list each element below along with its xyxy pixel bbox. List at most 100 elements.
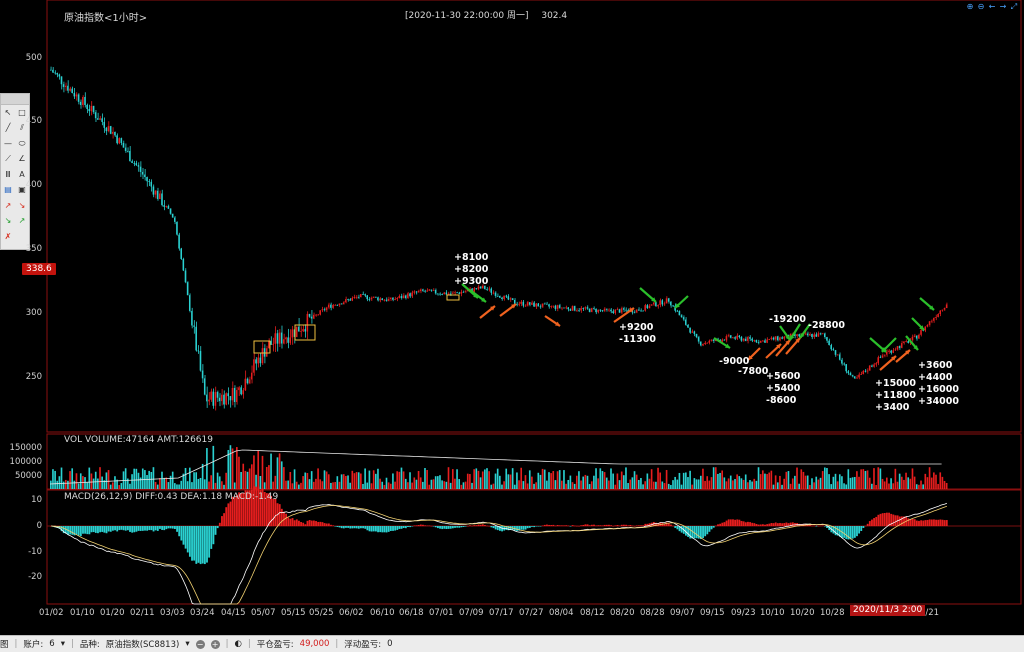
macd-bar	[520, 526, 523, 530]
delete-all-icon[interactable]: ✗	[4, 231, 12, 241]
macd-bar	[355, 526, 358, 529]
macd-bar	[768, 523, 771, 526]
text-tool-icon[interactable]: A	[19, 169, 25, 179]
macd-bar	[575, 525, 578, 527]
fibonacci-icon[interactable]: Ⅲ	[5, 169, 11, 179]
macd-bar	[806, 524, 809, 526]
scroll-right-icon[interactable]: →	[999, 2, 1007, 11]
chart-canvas[interactable]	[0, 0, 1024, 635]
candle-body	[625, 309, 627, 311]
ellipse-icon[interactable]: ⬭	[18, 138, 26, 148]
x-tick-label: 09/07	[670, 608, 695, 618]
chevron-down-icon[interactable]: ▾	[185, 639, 190, 649]
candle-body	[642, 310, 644, 312]
macd-bar	[550, 524, 553, 526]
volume-bar	[159, 477, 161, 489]
volume-bar	[242, 463, 245, 489]
candle-body	[830, 345, 832, 350]
zoom-out-icon[interactable]: ⊖	[977, 2, 985, 11]
green-up-arrow-icon[interactable]: ↗	[18, 216, 26, 226]
candle-body	[920, 330, 922, 335]
macd-bar	[646, 523, 649, 526]
volume-bar	[736, 474, 738, 489]
angle-icon[interactable]: ∠	[18, 154, 26, 164]
volume-bar	[184, 467, 187, 489]
toolbox-header[interactable]	[1, 94, 29, 105]
plus-button[interactable]: +	[210, 639, 220, 649]
line-icon[interactable]: ╱	[5, 123, 11, 133]
red-up-arrow-icon[interactable]: ↗	[4, 200, 12, 210]
minus-button[interactable]: −	[195, 639, 205, 649]
volume-bar	[424, 468, 426, 489]
macd-bar	[362, 526, 364, 529]
red-down-arrow-icon[interactable]: ↘	[18, 200, 26, 210]
parallel-lines-icon[interactable]: ⫽	[20, 123, 24, 133]
restore-icon[interactable]: ⤢	[1010, 2, 1018, 11]
trade-arrow-head	[490, 306, 495, 311]
macd-bar	[712, 526, 715, 528]
macd-bar	[828, 526, 831, 531]
volume-bar	[466, 473, 469, 489]
volume-bar	[79, 473, 82, 489]
macd-bar	[392, 526, 394, 531]
scroll-left-icon[interactable]: ←	[988, 2, 996, 11]
variety-select[interactable]: 原油指数(SC8813)	[105, 640, 180, 650]
rectangle-icon[interactable]: □	[18, 107, 26, 117]
macd-bar	[62, 526, 65, 534]
macd-bar	[137, 526, 140, 531]
macd-bar	[783, 523, 786, 526]
candle-body	[753, 339, 755, 341]
macd-bar	[481, 524, 484, 526]
lock-icon[interactable]: ▣	[18, 185, 26, 195]
zoom-in-icon[interactable]: ⊕	[966, 2, 974, 11]
arrow-pointer-icon[interactable]: ↖	[4, 107, 12, 117]
candle-body	[582, 308, 584, 309]
candle-body	[265, 348, 268, 357]
candle-body	[926, 325, 929, 327]
volume-bar	[691, 484, 694, 489]
x-tick-label: 09/15	[700, 608, 725, 618]
toggle-view-icon[interactable]: ◐	[234, 639, 242, 649]
candle-body	[332, 305, 334, 308]
volume-bar	[210, 475, 212, 489]
green-down-arrow-icon[interactable]: ↘	[4, 216, 12, 226]
volume-bar	[494, 473, 497, 489]
candle-body	[389, 297, 392, 299]
macd-bar	[546, 524, 548, 526]
table-icon[interactable]: ▤	[4, 185, 12, 195]
macd-bar	[253, 486, 255, 526]
macd-bar	[590, 524, 593, 526]
volume-bar	[413, 477, 416, 489]
volume-bar	[586, 475, 589, 489]
volume-bar	[590, 481, 593, 489]
x-tick-label: 06/10	[370, 608, 395, 618]
panel-frame	[46, 0, 1022, 433]
x-tick-label: 03/03	[160, 608, 185, 618]
volume-bar	[77, 483, 80, 489]
volume-bar	[721, 470, 723, 489]
macd-bar	[383, 526, 386, 533]
macd-bar	[345, 526, 347, 528]
vol-y-tick: 50000	[14, 471, 42, 481]
account-select[interactable]: 6	[49, 639, 55, 649]
candle-body	[764, 340, 766, 343]
candle-body	[291, 329, 294, 338]
candle-body	[941, 309, 944, 311]
volume-bar	[426, 470, 428, 489]
candle-body	[492, 292, 495, 294]
macd-bar	[439, 526, 441, 529]
volume-bar	[518, 480, 520, 489]
volume-bar	[704, 480, 706, 489]
horizontal-line-icon[interactable]: —	[4, 138, 12, 148]
candle-body	[571, 306, 574, 311]
candle-body	[937, 314, 939, 318]
candle-body	[586, 307, 589, 309]
candle-body	[605, 308, 608, 310]
ray-icon[interactable]: ⟋	[5, 154, 11, 164]
header-info: [2020-11-30 22:00:00 周一] 302.4	[405, 8, 577, 21]
volume-bar	[419, 477, 422, 489]
candle-body	[462, 291, 465, 293]
volume-bar	[154, 481, 157, 489]
chevron-down-icon[interactable]: ▾	[60, 639, 65, 649]
macd-bar	[539, 526, 542, 527]
